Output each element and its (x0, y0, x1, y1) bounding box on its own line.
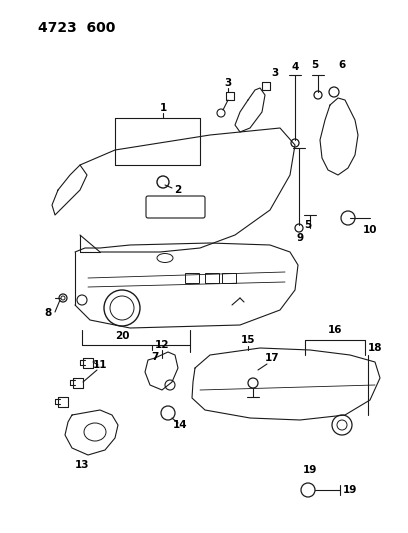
Text: 9: 9 (297, 233, 304, 243)
Text: 16: 16 (328, 325, 342, 335)
Text: 19: 19 (343, 485, 357, 495)
Text: 7: 7 (151, 352, 159, 362)
Text: 5: 5 (311, 60, 319, 70)
Text: 4: 4 (291, 62, 299, 72)
Text: 11: 11 (93, 360, 107, 370)
Text: 15: 15 (241, 335, 255, 345)
Text: 12: 12 (155, 340, 169, 350)
Text: 6: 6 (338, 60, 346, 70)
Text: 19: 19 (303, 465, 317, 475)
Text: 3: 3 (271, 68, 279, 78)
Text: 4723  600: 4723 600 (38, 21, 115, 35)
Text: 14: 14 (173, 420, 187, 430)
Text: 8: 8 (44, 308, 52, 318)
Text: 10: 10 (363, 225, 377, 235)
Text: 17: 17 (265, 353, 279, 363)
Text: 13: 13 (75, 460, 89, 470)
Text: 1: 1 (160, 103, 166, 113)
Text: 20: 20 (115, 331, 129, 341)
Text: 5: 5 (304, 220, 312, 230)
Text: 2: 2 (174, 185, 182, 195)
Text: 18: 18 (368, 343, 382, 353)
Text: 3: 3 (224, 78, 232, 88)
